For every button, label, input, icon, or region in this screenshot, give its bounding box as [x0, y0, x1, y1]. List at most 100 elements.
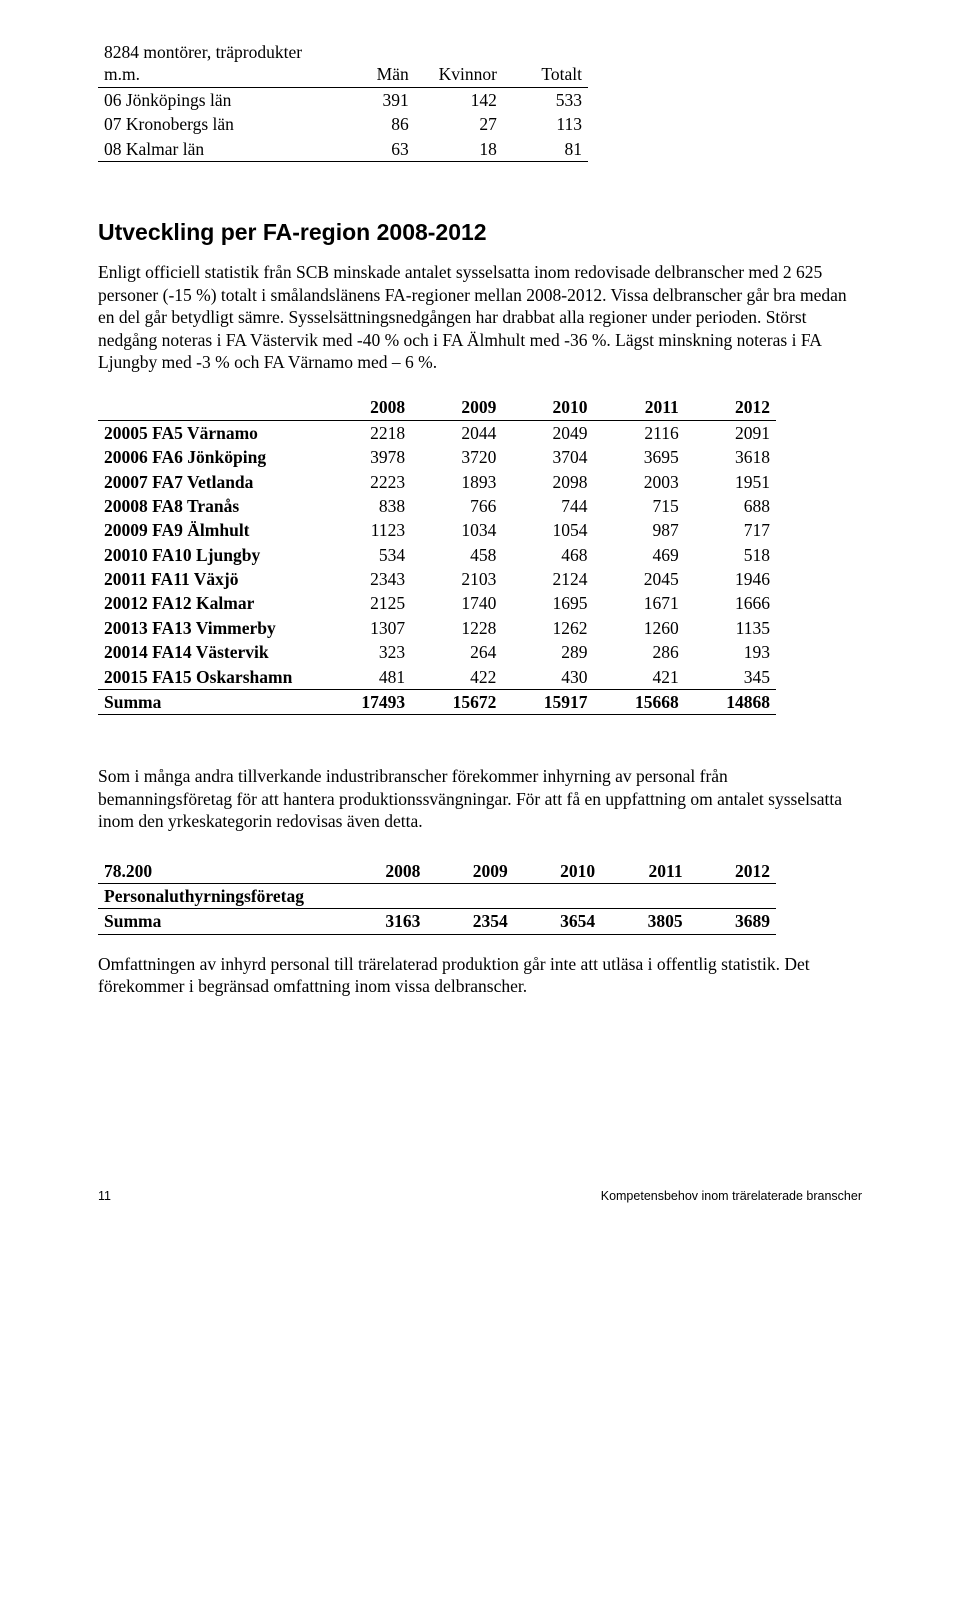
table-row: 20006 FA6 Jönköping39783720370436953618: [98, 445, 776, 469]
sum-row: Summa 3163 2354 3654 3805 3689: [98, 909, 776, 934]
cell: 264: [411, 640, 502, 664]
row-label: 20014 FA14 Västervik: [98, 640, 320, 664]
cell: 193: [685, 640, 776, 664]
row-label: 20006 FA6 Jönköping: [98, 445, 320, 469]
cell: 1054: [502, 518, 593, 542]
sum-cell: 17493: [320, 690, 411, 715]
cell: 987: [594, 518, 685, 542]
cell: 2044: [411, 420, 502, 445]
col-header: Män: [339, 40, 414, 87]
cell: 1671: [594, 591, 685, 615]
cell: 1666: [685, 591, 776, 615]
cell: [514, 883, 601, 908]
page-number: 11: [98, 1188, 111, 1204]
cell: 1123: [320, 518, 411, 542]
cell: 1228: [411, 616, 502, 640]
cell: 3720: [411, 445, 502, 469]
row-label: 20011 FA11 Växjö: [98, 567, 320, 591]
col-header: 2011: [601, 859, 688, 884]
footer-title: Kompetensbehov inom trärelaterade bransc…: [601, 1188, 862, 1204]
table-row: 20005 FA5 Värnamo22182044204921162091: [98, 420, 776, 445]
col-header: 2010: [514, 859, 601, 884]
cell: 458: [411, 543, 502, 567]
col-header: [98, 395, 320, 420]
cell: 2091: [685, 420, 776, 445]
cell: 2223: [320, 470, 411, 494]
table-occupation: 8284 montörer, träprodukter m.m. Män Kvi…: [98, 40, 588, 162]
cell: 86: [339, 112, 414, 136]
sum-row: Summa 17493 15672 15917 15668 14868: [98, 690, 776, 715]
table-row: 20011 FA11 Växjö23432103212420451946: [98, 567, 776, 591]
row-label: 20015 FA15 Oskarshamn: [98, 665, 320, 690]
cell: 1946: [685, 567, 776, 591]
sum-cell: 15668: [594, 690, 685, 715]
cell: [339, 883, 426, 908]
header-row: 78.200 2008 2009 2010 2011 2012: [98, 859, 776, 884]
cell: 534: [320, 543, 411, 567]
header-row: 2008 2009 2010 2011 2012: [98, 395, 776, 420]
cell: 289: [502, 640, 593, 664]
cell: 63: [339, 137, 414, 162]
cell: 3978: [320, 445, 411, 469]
col-header: 2009: [411, 395, 502, 420]
table-row: 20008 FA8 Tranås838766744715688: [98, 494, 776, 518]
row-label: Personaluthyrningsföretag: [98, 883, 339, 908]
cell: 2125: [320, 591, 411, 615]
sum-label: Summa: [98, 690, 320, 715]
table-row: 06 Jönköpings län 391 142 533: [98, 87, 588, 112]
cell: 286: [594, 640, 685, 664]
table-title: 8284 montörer, träprodukter m.m.: [98, 40, 339, 87]
col-header: 78.200: [98, 859, 339, 884]
cell: 345: [685, 665, 776, 690]
cell: 2124: [502, 567, 593, 591]
cell: 1135: [685, 616, 776, 640]
cell: 323: [320, 640, 411, 664]
cell: 142: [415, 87, 503, 112]
col-header: 2008: [339, 859, 426, 884]
cell: 430: [502, 665, 593, 690]
cell: 717: [685, 518, 776, 542]
cell: 1951: [685, 470, 776, 494]
document-page: 8284 montörer, träprodukter m.m. Män Kvi…: [0, 0, 960, 1244]
cell: 744: [502, 494, 593, 518]
col-header: 2012: [685, 395, 776, 420]
table-title-row: 8284 montörer, träprodukter m.m. Män Kvi…: [98, 40, 588, 87]
cell: 27: [415, 112, 503, 136]
cell: 2218: [320, 420, 411, 445]
col-header: Kvinnor: [415, 40, 503, 87]
cell: 766: [411, 494, 502, 518]
cell: 422: [411, 665, 502, 690]
row-label: 20012 FA12 Kalmar: [98, 591, 320, 615]
page-footer: 11 Kompetensbehov inom trärelaterade bra…: [98, 1188, 862, 1204]
cell: 2003: [594, 470, 685, 494]
table-staffing: 78.200 2008 2009 2010 2011 2012 Personal…: [98, 859, 776, 935]
col-header: 2011: [594, 395, 685, 420]
cell: [601, 883, 688, 908]
cell: 715: [594, 494, 685, 518]
cell: [426, 883, 513, 908]
label-row: Personaluthyrningsföretag: [98, 883, 776, 908]
cell: 18: [415, 137, 503, 162]
cell: 518: [685, 543, 776, 567]
table-row: 20015 FA15 Oskarshamn481422430421345: [98, 665, 776, 690]
cell: 838: [320, 494, 411, 518]
cell: 3695: [594, 445, 685, 469]
col-header: 2012: [689, 859, 776, 884]
cell: 1740: [411, 591, 502, 615]
table-row: 20010 FA10 Ljungby534458468469518: [98, 543, 776, 567]
table-fa-regions: 2008 2009 2010 2011 2012 20005 FA5 Värna…: [98, 395, 776, 715]
col-header: Totalt: [503, 40, 588, 87]
cell: 1262: [502, 616, 593, 640]
cell: 2098: [502, 470, 593, 494]
cell: 533: [503, 87, 588, 112]
sum-cell: 3689: [689, 909, 776, 934]
cell: 2103: [411, 567, 502, 591]
cell: 2049: [502, 420, 593, 445]
cell: 2045: [594, 567, 685, 591]
cell: 1307: [320, 616, 411, 640]
sum-cell: 14868: [685, 690, 776, 715]
table-row: 20009 FA9 Älmhult112310341054987717: [98, 518, 776, 542]
cell: 3618: [685, 445, 776, 469]
cell: 1034: [411, 518, 502, 542]
cell: 2343: [320, 567, 411, 591]
